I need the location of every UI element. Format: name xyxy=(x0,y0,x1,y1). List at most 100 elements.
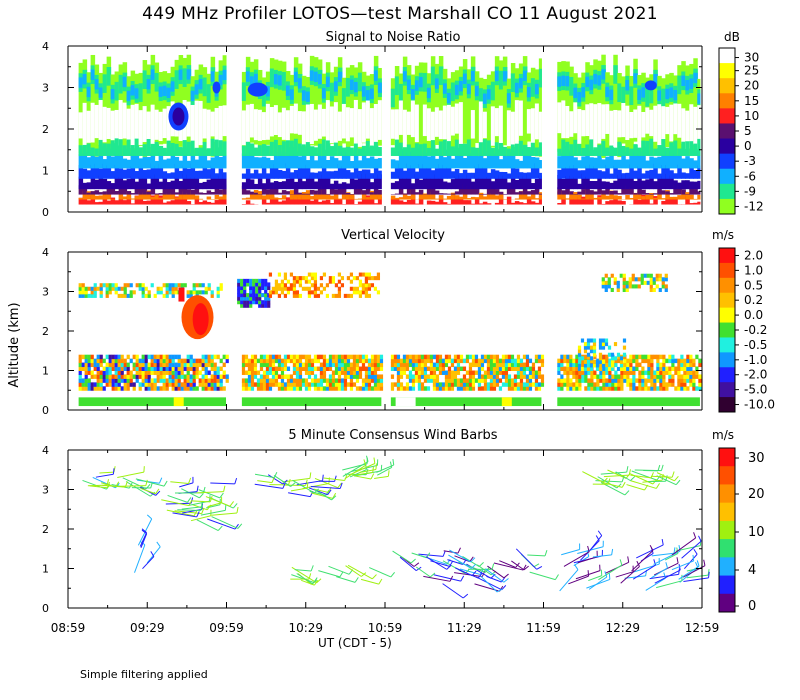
velocity-cell xyxy=(628,284,632,289)
snr-cell xyxy=(438,195,444,200)
velocity-cell xyxy=(411,386,416,391)
velocity-cell xyxy=(650,374,654,379)
velocity-cell xyxy=(256,358,261,364)
velocity-cell xyxy=(301,366,306,371)
velocity-cell xyxy=(516,382,521,387)
velocity-cell xyxy=(623,378,627,383)
velocity-cell xyxy=(683,374,687,379)
wind-barb-flag xyxy=(469,556,474,562)
velocity-cell xyxy=(258,282,262,287)
y-tick-label: 2 xyxy=(42,523,49,536)
velocity-cell xyxy=(638,362,642,368)
snr-cell xyxy=(341,88,347,107)
velocity-cell xyxy=(250,374,255,379)
snr-cell xyxy=(369,173,375,179)
velocity-cell xyxy=(241,370,246,375)
snr-cell xyxy=(661,200,666,205)
velocity-cell xyxy=(174,382,178,387)
velocity-cell xyxy=(189,382,193,387)
velocity-cell xyxy=(340,362,345,368)
velocity-cell xyxy=(153,293,157,298)
snr-cell xyxy=(82,73,88,85)
snr-cell xyxy=(110,88,116,100)
snr-cell xyxy=(94,163,100,179)
velocity-cell xyxy=(477,378,482,383)
velocity-cell xyxy=(108,286,112,291)
wind-barb xyxy=(359,468,377,473)
snr-cell xyxy=(689,104,694,149)
velocity-cell xyxy=(507,374,512,379)
velocity-cell xyxy=(668,374,672,379)
snr-cell xyxy=(506,182,512,190)
colorbar-swatch xyxy=(719,138,735,155)
snr-cell xyxy=(182,68,188,88)
velocity-cell xyxy=(144,293,148,298)
wind-barb xyxy=(254,483,283,489)
snr-cell xyxy=(277,198,283,200)
velocity-cell xyxy=(432,370,437,375)
velocity-cell xyxy=(647,366,651,371)
x-tick-label: 10:59 xyxy=(368,621,403,635)
velocity-cell xyxy=(174,366,178,371)
velocity-cell xyxy=(489,358,494,364)
snr-cell xyxy=(430,191,436,200)
wind-barb xyxy=(290,487,308,492)
velocity-cell xyxy=(674,386,678,391)
snr-cell xyxy=(321,174,327,190)
velocity-cell xyxy=(267,282,271,287)
velocity-cell xyxy=(355,374,360,379)
velocity-cell xyxy=(453,358,458,364)
snr-cell xyxy=(126,168,132,179)
velocity-cell xyxy=(364,276,369,281)
velocity-cell xyxy=(534,358,539,364)
snr-cell xyxy=(186,168,192,179)
snr-cell xyxy=(514,82,520,94)
velocity-cell xyxy=(596,374,600,379)
velocity-cell xyxy=(589,345,594,350)
wind-barb xyxy=(170,481,189,485)
velocity-cell xyxy=(620,378,624,383)
wind-barb xyxy=(369,567,392,578)
velocity-cell xyxy=(262,358,267,364)
wind-barb-flag xyxy=(365,455,369,462)
velocity-cell xyxy=(569,382,573,387)
velocity-cell xyxy=(429,370,434,375)
velocity-cell xyxy=(174,378,178,383)
velocity-cell xyxy=(420,358,425,364)
velocity-cell xyxy=(604,287,608,292)
velocity-cell xyxy=(207,358,211,364)
velocity-cell xyxy=(192,286,196,291)
snr-cell xyxy=(158,152,164,169)
snr-cell xyxy=(289,140,295,156)
velocity-cell xyxy=(480,362,485,368)
velocity-cell xyxy=(264,282,268,287)
velocity-cell xyxy=(274,382,279,387)
velocity-cell xyxy=(177,354,181,360)
velocity-cell xyxy=(247,382,252,387)
snr-cell xyxy=(186,54,192,148)
velocity-cell xyxy=(438,366,443,371)
snr-cell xyxy=(214,178,220,190)
velocity-cell xyxy=(634,277,638,282)
snr-cell xyxy=(337,111,343,141)
snr-cell xyxy=(178,186,184,195)
velocity-cell xyxy=(201,378,205,383)
wind-barb xyxy=(529,571,556,581)
velocity-cell xyxy=(495,354,500,360)
velocity-cell xyxy=(165,382,169,387)
snr-cell xyxy=(394,76,400,96)
snr-cell xyxy=(577,170,582,179)
wind-barb-flag xyxy=(671,471,675,478)
snr-cell xyxy=(454,191,460,195)
snr-cell xyxy=(281,195,287,200)
snr-cell xyxy=(450,193,456,195)
velocity-cell xyxy=(292,358,297,364)
velocity-cell xyxy=(668,366,672,371)
snr-cell xyxy=(462,193,468,200)
velocity-cell xyxy=(355,276,360,281)
snr-cell xyxy=(613,190,618,195)
velocity-cell xyxy=(144,362,148,368)
velocity-cell xyxy=(123,290,127,295)
snr-cell xyxy=(673,180,678,190)
snr-cell xyxy=(530,142,536,156)
